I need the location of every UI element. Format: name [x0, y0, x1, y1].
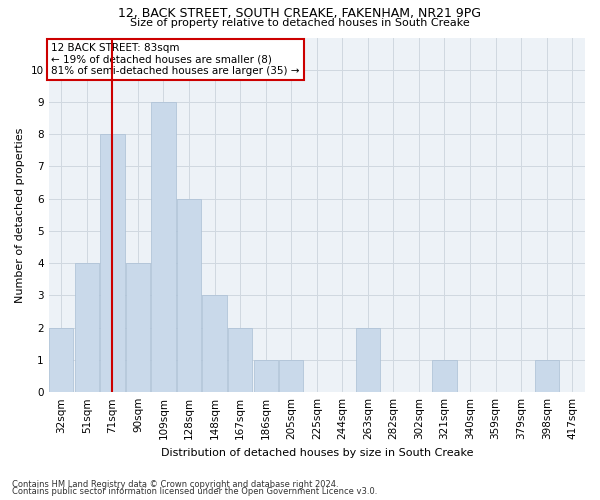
Bar	[433, 360, 457, 392]
Y-axis label: Number of detached properties: Number of detached properties	[15, 127, 25, 302]
Bar	[228, 328, 252, 392]
Bar	[126, 263, 150, 392]
Bar	[356, 328, 380, 392]
Bar	[49, 328, 73, 392]
Bar	[279, 360, 304, 392]
Text: Size of property relative to detached houses in South Creake: Size of property relative to detached ho…	[130, 18, 470, 28]
Bar	[75, 263, 99, 392]
Bar	[151, 102, 176, 392]
Bar	[535, 360, 559, 392]
Bar	[100, 134, 125, 392]
X-axis label: Distribution of detached houses by size in South Creake: Distribution of detached houses by size …	[161, 448, 473, 458]
Bar	[254, 360, 278, 392]
Text: Contains HM Land Registry data © Crown copyright and database right 2024.: Contains HM Land Registry data © Crown c…	[12, 480, 338, 489]
Bar	[202, 296, 227, 392]
Text: Contains public sector information licensed under the Open Government Licence v3: Contains public sector information licen…	[12, 487, 377, 496]
Text: 12, BACK STREET, SOUTH CREAKE, FAKENHAM, NR21 9PG: 12, BACK STREET, SOUTH CREAKE, FAKENHAM,…	[119, 8, 482, 20]
Text: 12 BACK STREET: 83sqm
← 19% of detached houses are smaller (8)
81% of semi-detac: 12 BACK STREET: 83sqm ← 19% of detached …	[51, 43, 300, 76]
Bar	[177, 198, 201, 392]
